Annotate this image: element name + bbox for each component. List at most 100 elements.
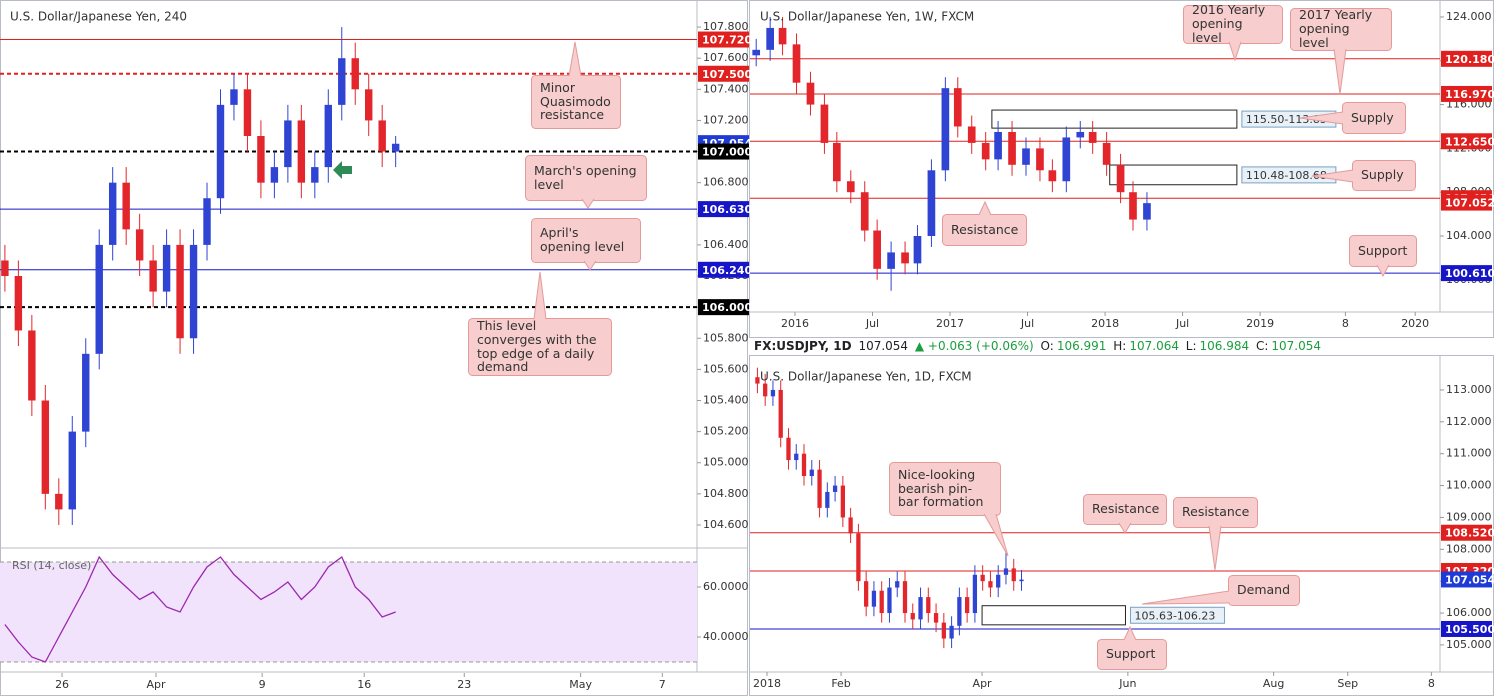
x-tick-label: 2017 [936,317,964,330]
candle-body [55,493,63,510]
candle-body [391,143,400,152]
y-tick-label: 113.000 [1446,383,1492,396]
callout-tail-edge [1208,525,1222,571]
y-tick-label: 109.000 [1446,510,1492,523]
level-label: 105.500 [1445,623,1494,636]
candle-body [763,383,768,397]
candle-body [895,581,900,588]
candle-body [1102,142,1111,165]
y-tick-label: 105.600 [703,362,749,375]
level-label: 106.630 [702,203,752,216]
callout-tail-edge [1376,264,1390,278]
zone-label: 105.63-106.23 [1134,609,1215,622]
level-label: 107.720 [702,34,752,47]
candle-body [1008,131,1016,165]
chart-title: U.S. Dollar/Japanese Yen, 240 [10,10,187,24]
callout-tail-edge [1299,111,1344,125]
callout-tail-edge [1311,169,1354,183]
candle-body [792,44,801,83]
candle-body [770,389,776,397]
callout-tail [1312,170,1353,182]
x-tick-label: 8 [1428,677,1435,690]
callout-tail [534,272,546,319]
x-tick-label: Jul [1175,317,1189,330]
x-tick-label: Jun [1118,677,1136,690]
candle-body [1048,170,1057,182]
y-tick-label: 112.000 [1446,415,1492,428]
callout-tail-edge [1118,522,1132,534]
callout-tail [1300,112,1343,124]
callout-tail [1377,265,1389,276]
rsi-line [4,555,396,663]
callout-tail-edge [1123,625,1137,641]
candle-body [825,491,830,508]
callout-tail-edge [568,41,582,77]
candle-body [964,597,970,614]
x-tick-label: 2018 [1091,317,1119,330]
candle-body [149,260,157,292]
y-tick-label: 106.800 [703,176,749,189]
callout-tail [569,42,581,76]
candle-body [257,135,265,183]
zone [1109,164,1238,186]
x-tick-label: 2019 [1246,317,1274,330]
candle-body [957,597,962,626]
callout-tail [979,202,991,215]
candle-body [988,581,993,588]
candle-body [216,104,225,199]
level-label-box [1441,194,1492,211]
candle-body [941,622,946,639]
candle-body [910,613,915,620]
y-tick-label: 107.200 [703,113,749,126]
y-tick-label: 111.000 [1446,447,1492,460]
callout-tail [1229,42,1241,60]
y-tick-label: 104.000 [1446,229,1492,242]
y-tick-label: 107.600 [703,51,749,64]
callout-tail [1334,49,1346,94]
callout-tail-edge [533,271,547,320]
callout-box [1290,8,1392,51]
zone [981,605,1126,626]
candle-body [980,574,985,582]
candle-body [189,244,198,339]
level-label-box [698,261,749,278]
level-label: 106.240 [702,264,752,277]
callout-box [468,318,612,376]
level-label: 116.970 [1445,88,1494,101]
level-label-box [698,65,749,82]
candle-body [778,389,783,438]
level-label-box [1441,265,1492,282]
candle-body [927,170,936,236]
candle-body [243,89,252,136]
x-tick-label: 26 [55,678,69,691]
chart-title: U.S. Dollar/Japanese Yen, 1D, FXCM [760,370,972,384]
level-label-box [698,143,749,160]
candle-body [351,58,359,90]
zone-label-box [1129,606,1225,624]
y-tick-label: 104.600 [703,518,749,531]
candle-body [95,244,103,354]
candle-body [949,625,954,639]
callout-box [942,214,1027,246]
candle-body [879,590,884,614]
candle-body [755,377,760,384]
candle-body [933,613,939,623]
candle-body [778,27,787,45]
x-tick-label: May [569,678,592,691]
candle-body [820,104,829,143]
candle-body [1088,131,1097,143]
candle-body [801,453,807,477]
candle-body [887,587,892,614]
level-label-box [698,299,749,316]
x-tick-label: 16 [357,678,371,691]
x-tick-label: 2016 [781,317,809,330]
callout-tail-edge [978,200,992,216]
callout-tail-edge [581,198,595,209]
candle-body [996,574,1001,588]
candle-body [284,120,292,168]
callout-box [889,462,1001,516]
candle-body [1129,192,1137,220]
callout-box [1342,102,1406,134]
